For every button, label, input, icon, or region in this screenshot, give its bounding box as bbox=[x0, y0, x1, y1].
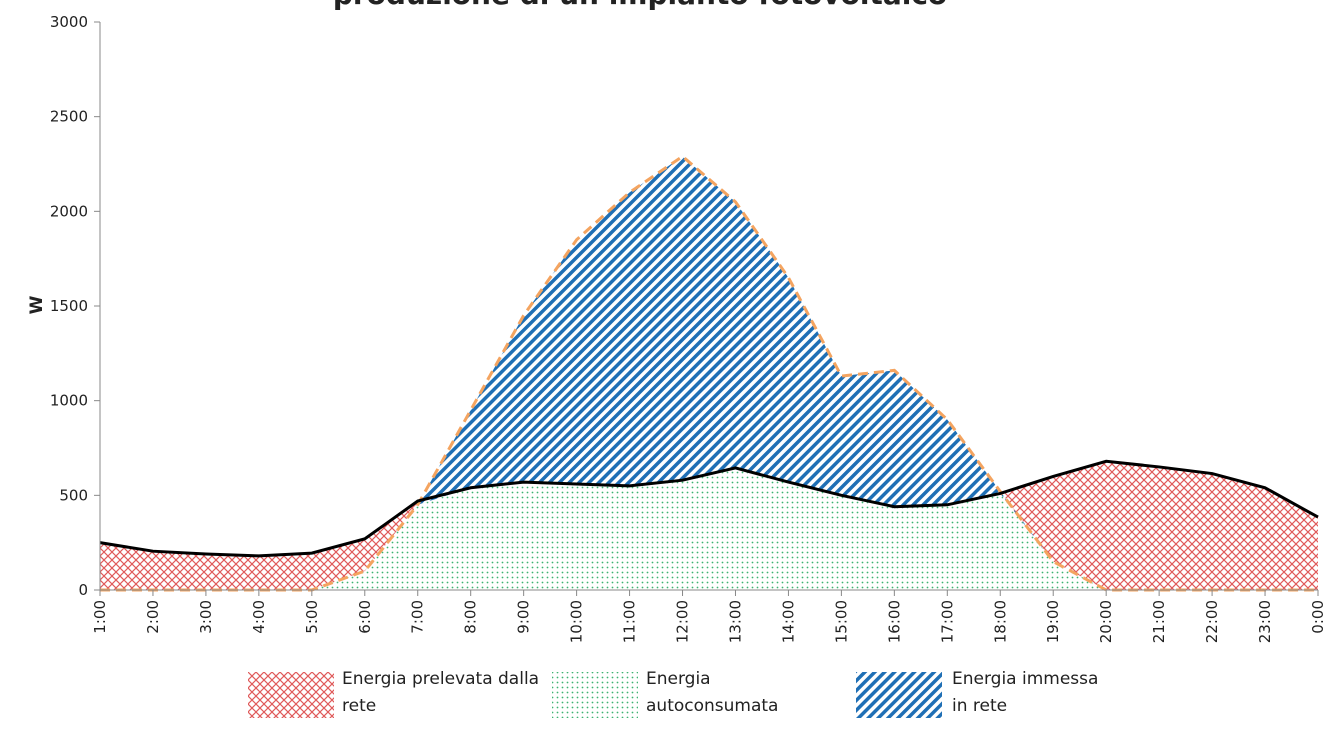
y-tick-label: 1500 bbox=[50, 297, 88, 315]
x-tick-label: 17:00 bbox=[938, 600, 956, 643]
area-self-consumed bbox=[100, 467, 1318, 590]
area-grid-draw bbox=[100, 461, 1318, 590]
y-tick-label: 2500 bbox=[50, 108, 88, 126]
legend-label: Energia prelevata dalla rete bbox=[342, 669, 540, 716]
y-tick-label: 0 bbox=[78, 581, 88, 599]
x-tick-label: 7:00 bbox=[409, 600, 427, 634]
x-tick-label: 13:00 bbox=[726, 600, 744, 643]
area-fed-in bbox=[100, 156, 1318, 590]
x-tick-label: 3:00 bbox=[197, 600, 215, 634]
legend-label: Energia autoconsumata bbox=[646, 669, 779, 716]
x-tick-label: 6:00 bbox=[356, 600, 374, 634]
y-tick-label: 2000 bbox=[50, 202, 88, 220]
x-tick-label: 11:00 bbox=[621, 600, 639, 643]
chart-title: produzione di un impianto fotovoltaico bbox=[333, 0, 947, 11]
x-tick-label: 12:00 bbox=[674, 600, 692, 643]
legend-swatch bbox=[856, 672, 942, 718]
x-tick-label: 20:00 bbox=[1097, 600, 1115, 643]
x-tick-label: 19:00 bbox=[1044, 600, 1062, 643]
y-tick-label: 1000 bbox=[50, 392, 88, 410]
y-tick-label: 3000 bbox=[50, 13, 88, 31]
legend-swatch bbox=[248, 672, 334, 718]
x-tick-label: 0:00 bbox=[1309, 600, 1326, 634]
x-tick-label: 16:00 bbox=[885, 600, 903, 643]
x-tick-label: 2:00 bbox=[144, 600, 162, 634]
x-tick-label: 22:00 bbox=[1203, 600, 1221, 643]
x-tick-label: 21:00 bbox=[1150, 600, 1168, 643]
x-tick-label: 18:00 bbox=[991, 600, 1009, 643]
legend-label: Energia immessa in rete bbox=[952, 669, 1099, 716]
x-tick-label: 5:00 bbox=[303, 600, 321, 634]
x-tick-label: 23:00 bbox=[1256, 600, 1274, 643]
legend-swatch bbox=[552, 672, 638, 718]
y-tick-label: 500 bbox=[59, 486, 88, 504]
x-tick-label: 4:00 bbox=[250, 600, 268, 634]
consumption-line bbox=[99, 459, 1319, 558]
x-tick-label: 8:00 bbox=[462, 600, 480, 634]
y-axis-label: W bbox=[27, 295, 47, 314]
x-tick-label: 9:00 bbox=[515, 600, 533, 634]
x-tick-label: 15:00 bbox=[832, 600, 850, 643]
x-tick-label: 10:00 bbox=[568, 600, 586, 643]
x-tick-label: 1:00 bbox=[91, 600, 109, 634]
x-tick-label: 14:00 bbox=[779, 600, 797, 643]
